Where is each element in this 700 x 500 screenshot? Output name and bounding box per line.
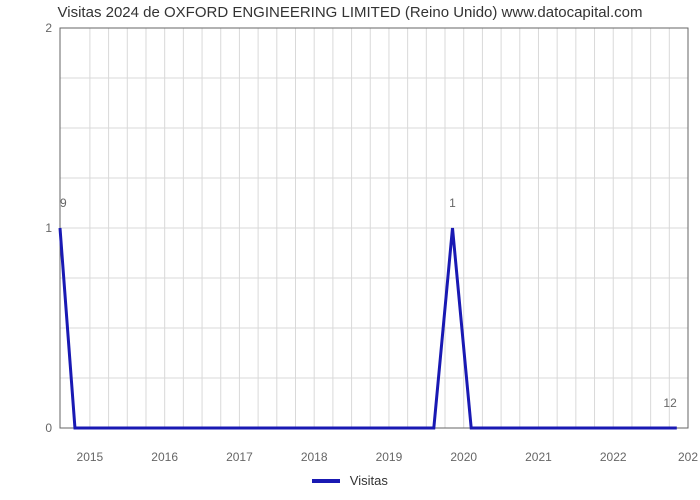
legend-swatch: [312, 479, 340, 483]
x-tick-label: 2021: [513, 450, 563, 464]
y-tick-label: 1: [0, 221, 52, 235]
x-tick-label: 2019: [364, 450, 414, 464]
x-tick-label: 2016: [140, 450, 190, 464]
y-tick-label: 0: [0, 421, 52, 435]
y-tick-label: 2: [0, 21, 52, 35]
x-tick-label: 2020: [439, 450, 489, 464]
data-point-label: 9: [60, 196, 67, 210]
data-point-label: 1: [443, 196, 463, 210]
x-tick-label: 202: [663, 450, 700, 464]
legend-label: Visitas: [350, 473, 388, 488]
x-tick-label: 2017: [214, 450, 264, 464]
data-point-label: 12: [657, 396, 677, 410]
line-chart: [0, 0, 700, 500]
legend: Visitas: [0, 472, 700, 488]
x-tick-label: 2015: [65, 450, 115, 464]
x-tick-label: 2022: [588, 450, 638, 464]
x-tick-label: 2018: [289, 450, 339, 464]
